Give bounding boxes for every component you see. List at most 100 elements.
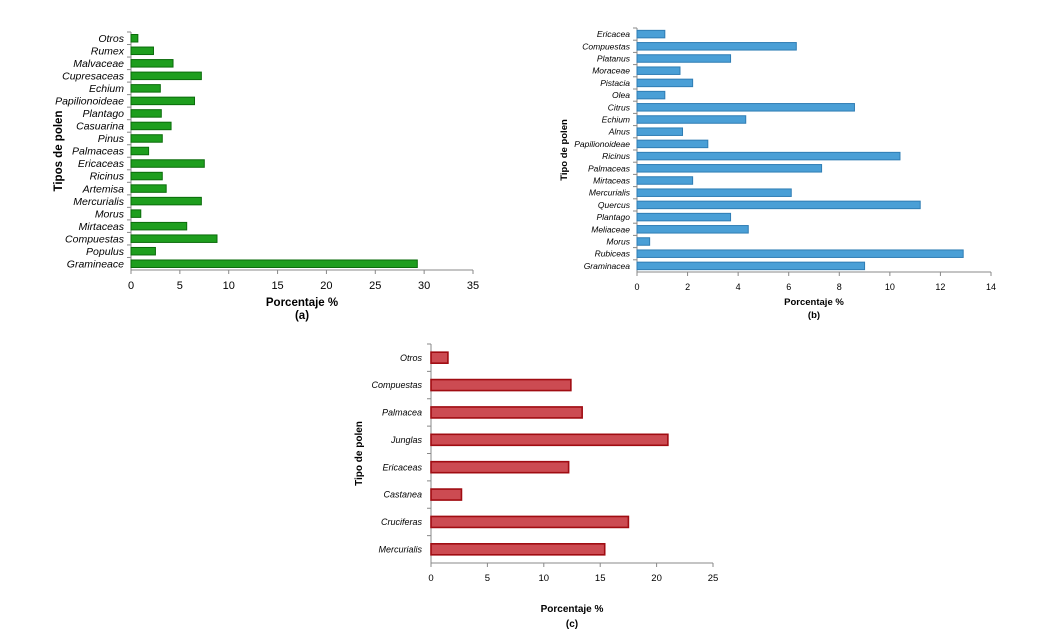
x-tick-label: 15 (595, 573, 606, 584)
bar (636, 151, 901, 161)
bar (430, 406, 583, 419)
category-label: Junglas (390, 435, 423, 445)
bar (636, 29, 666, 39)
category-label: Mirtaceas (78, 221, 124, 233)
bar (430, 515, 630, 529)
category-label: Rumex (91, 45, 125, 57)
category-label: Populus (86, 246, 125, 258)
bar (130, 84, 161, 93)
bar (636, 176, 694, 185)
bar (130, 221, 188, 231)
x-tick-label: 0 (428, 573, 433, 584)
bar (130, 46, 154, 56)
bar (130, 184, 167, 193)
category-label: Castanea (383, 490, 422, 500)
bar (636, 66, 681, 75)
bar (430, 543, 606, 556)
category-label: Platanus (597, 53, 631, 63)
category-label: Otros (400, 353, 423, 363)
bar (130, 96, 196, 106)
bar (130, 34, 139, 43)
category-label: Morus (95, 208, 125, 220)
chart-caption: (c) (566, 619, 578, 630)
category-label: Mercurialis (589, 188, 631, 198)
category-label: Pinus (98, 133, 125, 145)
bar (636, 103, 855, 112)
bar (130, 134, 163, 143)
x-tick-label: 2 (685, 282, 690, 292)
category-label: Mercurialis (73, 196, 125, 208)
category-label: Papilionoideae (574, 139, 630, 149)
category-label: Malvaceae (73, 58, 124, 70)
x-tick-label: 15 (271, 280, 283, 292)
bar (130, 259, 418, 268)
category-label: Palmacea (382, 408, 422, 418)
bar (636, 115, 747, 124)
category-label: Citrus (608, 102, 631, 112)
chart-caption: (b) (808, 310, 820, 321)
x-tick-label: 35 (467, 280, 479, 292)
bar (636, 188, 792, 197)
bar (130, 71, 202, 81)
x-axis-title: Porcentaje % (541, 604, 604, 615)
category-label: Compuestas (371, 380, 422, 390)
chart-a: 0 5 10 15 20 25 30 35 OtrosRumexMalvaceaeCupresa… (53, 31, 479, 322)
category-label: Gramineace (67, 258, 124, 270)
x-tick-label: 20 (320, 280, 332, 292)
category-label: Compuestas (582, 41, 630, 51)
y-axis-title: Tipo de polen (559, 119, 570, 181)
x-tick-label: 5 (177, 280, 183, 292)
bar (130, 209, 142, 218)
x-tick-label: 12 (935, 282, 945, 292)
bar (430, 378, 572, 392)
category-label: Papilionoideae (55, 96, 124, 108)
category-label: Echium (89, 83, 124, 95)
category-label: Alnus (608, 127, 631, 137)
category-label: Meliaceae (591, 224, 630, 234)
category-label: Ericaceas (382, 462, 422, 472)
bar (130, 234, 218, 243)
category-label: Ricinus (90, 171, 125, 183)
category-label: Moraceae (592, 66, 630, 76)
bar (636, 90, 666, 100)
category-label: Casuarina (76, 121, 124, 133)
category-label: Ericacea (597, 29, 630, 39)
x-tick-label: 10 (539, 573, 550, 584)
category-label: Otros (98, 33, 124, 45)
x-tick-label: 20 (651, 573, 662, 584)
category-label: Pistacia (600, 78, 630, 88)
category-label: Artemisa (82, 183, 125, 195)
category-label: Palmaceas (72, 146, 125, 158)
bar (636, 164, 823, 173)
category-label: Ericaceas (78, 158, 125, 170)
bar (130, 121, 172, 131)
category-label: Palmaceas (588, 163, 631, 173)
category-label: Rubiceas (595, 249, 631, 259)
category-label: Compuestas (65, 233, 125, 245)
bar (636, 42, 797, 51)
x-tick-label: 10 (223, 280, 235, 292)
category-label: Echium (602, 114, 630, 124)
bar (130, 246, 156, 256)
bar (130, 59, 174, 68)
x-tick-label: 25 (369, 280, 381, 292)
bar (636, 78, 694, 88)
category-label: Quercus (598, 200, 631, 210)
bar (430, 433, 669, 447)
bar (636, 261, 866, 271)
bar (430, 351, 449, 364)
category-label: Cupresaceas (62, 71, 125, 83)
category-label: Mirtaceas (593, 175, 631, 185)
bar (636, 54, 732, 63)
category-label: Mercurialis (378, 544, 422, 554)
x-tick-label: 4 (736, 282, 741, 292)
category-label: Morus (606, 236, 630, 246)
x-tick-label: 25 (708, 573, 719, 584)
x-tick-label: 8 (837, 282, 842, 292)
bar (130, 171, 163, 181)
bar (636, 237, 651, 246)
y-axis-title: Tipos de polen (53, 111, 65, 192)
x-tick-label: 0 (128, 280, 134, 292)
bar (636, 212, 732, 222)
